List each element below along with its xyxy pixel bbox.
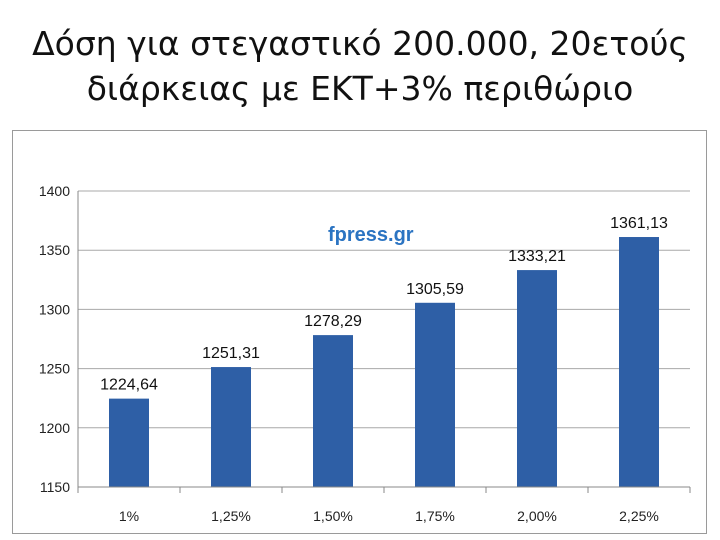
- y-tick-label: 1200: [39, 420, 70, 436]
- bar: [109, 398, 149, 487]
- watermark-text: fpress.gr: [328, 224, 414, 246]
- y-tick-label: 1400: [39, 183, 70, 199]
- bar-data-label: 1251,31: [202, 345, 260, 362]
- bar-data-label: 1361,13: [610, 215, 668, 232]
- bar: [619, 237, 659, 487]
- bar-data-label: 1305,59: [406, 281, 464, 298]
- x-category-label: 1,75%: [415, 508, 455, 524]
- x-category-label: 1,25%: [211, 508, 251, 524]
- bar: [517, 270, 557, 487]
- x-category-label: 1,50%: [313, 508, 353, 524]
- bar-data-label: 1278,29: [304, 313, 362, 330]
- bar: [313, 335, 353, 487]
- x-category-label: 2,00%: [517, 508, 557, 524]
- bar-data-label: 1224,64: [100, 377, 158, 394]
- y-tick-label: 1350: [39, 242, 70, 258]
- x-category-label: 2,25%: [619, 508, 659, 524]
- x-category-label: 1%: [119, 508, 139, 524]
- y-tick-label: 1250: [39, 361, 70, 377]
- bar-data-label: 1333,21: [508, 248, 566, 265]
- chart-title-line-1: Δόση για στεγαστικό 200.000, 20ετούς: [32, 24, 688, 63]
- bar: [211, 367, 251, 487]
- chart-title-line-2: διάρκειας με ΕΚΤ+3% περιθώριο: [86, 69, 634, 108]
- y-tick-label: 1150: [40, 479, 70, 495]
- bar: [415, 302, 455, 487]
- y-tick-label: 1300: [39, 301, 70, 317]
